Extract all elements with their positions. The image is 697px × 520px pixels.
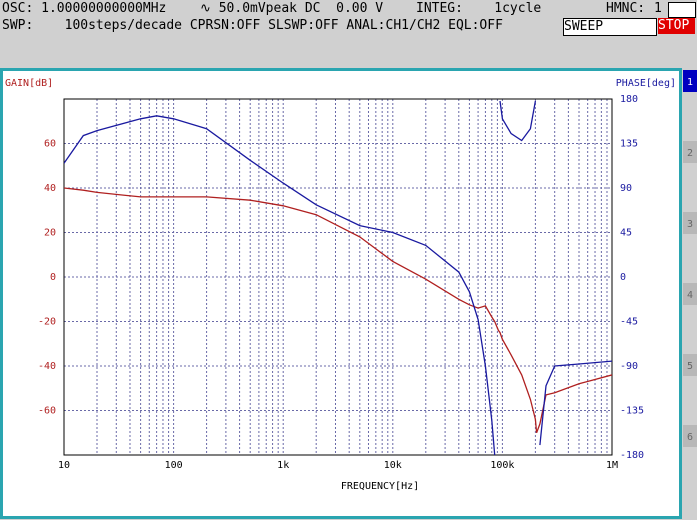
sweep-button[interactable]: SWEEP [563, 18, 657, 36]
tab-label: 3 [687, 219, 693, 230]
series-line [64, 100, 612, 455]
series-line [64, 187, 612, 434]
tab[interactable] [683, 70, 697, 92]
y2-tick-label: -45 [620, 317, 638, 328]
y2-axis-label: PHASE[deg] [616, 78, 676, 89]
y-tick-label: 40 [44, 183, 56, 194]
y-tick-label: 60 [44, 139, 56, 150]
y2-tick-label: -180 [620, 450, 644, 461]
integ: INTEG: 1cycle [416, 1, 542, 16]
x-tick-label: 100k [490, 460, 514, 471]
x-tick-label: 10 [58, 460, 70, 471]
y2-tick-label: 0 [620, 272, 626, 283]
x-tick-label: 10k [384, 460, 402, 471]
y-tick-label: -20 [38, 317, 56, 328]
hmnc-label: HMNC: [606, 1, 646, 16]
osc: OSC: 1.00000000000MHz [2, 1, 167, 16]
tab-label: 2 [687, 148, 693, 159]
tab[interactable] [683, 212, 697, 234]
swp: SWP: 100steps/decade CPRSN:OFF SLSWP:OFF… [2, 18, 503, 33]
y2-tick-label: -135 [620, 406, 644, 417]
hmnc: 1 [654, 1, 662, 16]
x-tick-label: 1M [606, 460, 618, 471]
y-axis-label: GAIN[dB] [5, 78, 53, 89]
stop-button[interactable]: STOP [658, 18, 695, 34]
panel [3, 71, 679, 516]
tab-label: 5 [687, 361, 693, 372]
y-tick-label: -60 [38, 406, 56, 417]
chart: GAIN[dB] PHASE[deg] FREQUENCY[Hz] 10 100 1… [0, 68, 697, 519]
tab[interactable] [683, 283, 697, 305]
tab-label: 4 [687, 290, 693, 301]
tab[interactable] [683, 141, 697, 163]
x-tick-label: 1k [277, 460, 289, 471]
amplitude: ∿ 50.0mVpeak DC 0.00 V [200, 1, 384, 16]
tab-label: 6 [687, 432, 693, 443]
y-tick-label: 20 [44, 228, 56, 239]
tab[interactable] [683, 354, 697, 376]
y2-tick-label: -90 [620, 361, 638, 372]
x-tick-label: 100 [165, 460, 183, 471]
y2-tick-label: 90 [620, 183, 632, 194]
plot-frame [63, 98, 613, 456]
x-axis-label: FREQUENCY[Hz] [341, 481, 419, 492]
y2-tick-label: 180 [620, 94, 638, 105]
y-tick-label: 0 [50, 272, 56, 283]
y-tick-label: -40 [38, 361, 56, 372]
tab[interactable] [683, 425, 697, 447]
y2-tick-label: 45 [620, 228, 632, 239]
hmnc-box[interactable] [668, 2, 696, 18]
tab-label: 1 [687, 77, 693, 88]
y2-tick-label: 135 [620, 139, 638, 150]
